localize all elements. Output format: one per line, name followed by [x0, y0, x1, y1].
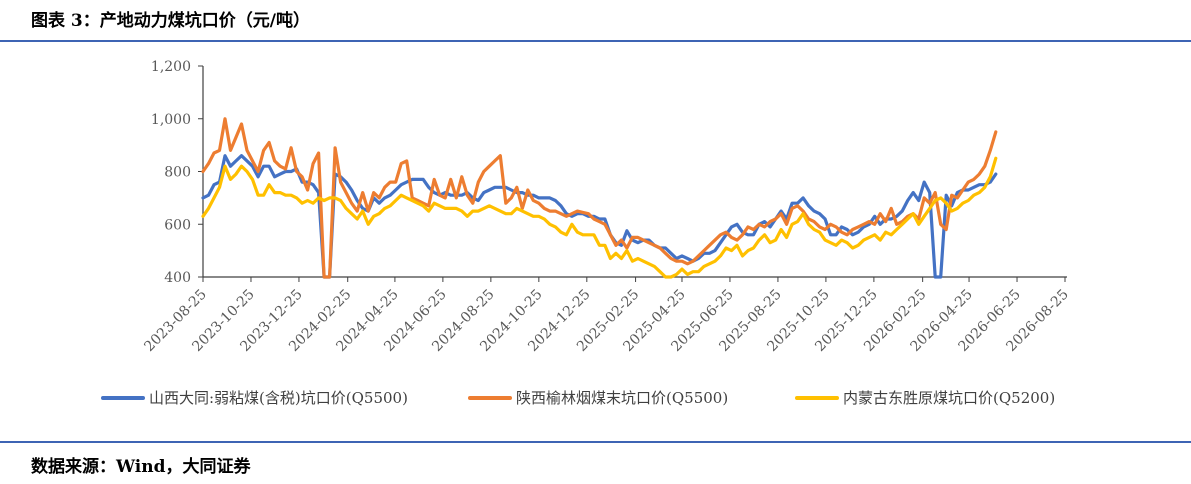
y-tick-label: 800: [164, 165, 191, 181]
y-tick-label: 1,200: [151, 59, 191, 75]
page-title: 图表 3：产地动力煤坑口价（元/吨）: [31, 11, 310, 31]
bottom-divider: [0, 441, 1191, 443]
y-axis: 400 600 800 1,000 1,200: [151, 59, 204, 286]
source-note: 数据来源：Wind，大同证券: [31, 457, 251, 477]
x-axis: 2023-08-252023-10-252023-12-252024-02-25…: [141, 276, 1072, 355]
legend: 山西大同:弱粘煤(含税)坑口价(Q5500) 陕西榆林烟煤末坑口价(Q5500) 内…: [101, 389, 1055, 407]
legend-label-2: 陕西榆林烟煤末坑口价(Q5500): [516, 389, 728, 407]
y-tick-label: 600: [164, 217, 191, 233]
legend-label-3: 内蒙古东胜原煤坑口价(Q5200): [843, 389, 1055, 407]
series-line-3: [201, 156, 998, 279]
y-tick-label: 400: [164, 270, 191, 286]
line-chart: 400 600 800 1,000 1,200 2023-08-252023-10-25…: [101, 59, 1072, 407]
series-layer: [201, 117, 998, 279]
legend-label-1: 山西大同:弱粘煤(含税)坑口价(Q5500): [149, 389, 408, 407]
y-tick-label: 1,000: [151, 112, 191, 128]
top-divider: [0, 40, 1191, 42]
series-line-2: [201, 117, 998, 279]
